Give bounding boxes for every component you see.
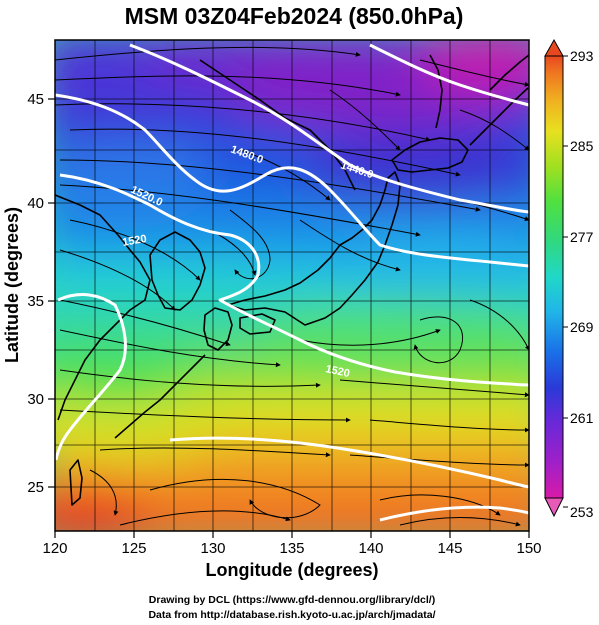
coastline-taiwan: [69, 459, 83, 506]
streamline: [229, 209, 271, 280]
credit-drawing: Drawing by DCL (https://www.gfd-dennou.o…: [149, 594, 435, 606]
streamline: [399, 517, 521, 527]
coastline-kyushu: [203, 307, 233, 351]
streamline: [69, 219, 201, 281]
streamline: [419, 59, 529, 87]
coastline-sakhalin: [429, 54, 443, 129]
colorbar-top-triangle: [544, 38, 564, 57]
streamline: [59, 299, 231, 347]
streamline: [339, 379, 529, 398]
y-tick-label: 45: [27, 91, 44, 108]
colorbar-tick-label: 253: [570, 504, 594, 520]
colorbar: 293 285 277 269 261 253: [544, 38, 594, 520]
grid-lines: [55, 40, 529, 531]
streamline: [99, 447, 331, 458]
x-tick-label: 120: [42, 540, 67, 557]
streamline: [349, 454, 529, 468]
streamline: [55, 75, 401, 97]
streamline: [369, 419, 529, 433]
streamline: [89, 469, 119, 516]
streamline: [59, 249, 176, 311]
streamline: [59, 329, 281, 368]
colorbar-tick-label: 277: [570, 229, 594, 245]
plot-area: 1440.0 1480.0 1520.0 1520 1520: [55, 40, 529, 531]
streamline: [59, 409, 351, 423]
chart-title: MSM 03Z04Feb2024 (850.0hPa): [125, 3, 464, 29]
axis-ticks: [48, 98, 530, 538]
x-tick-labels: 120 125 130 135 140 145 150: [42, 540, 541, 557]
height-contours: [55, 43, 529, 522]
coastline-honshu: [227, 171, 401, 326]
contour-label-1520c: 1520: [324, 363, 350, 380]
contour-1440: [129, 43, 529, 214]
contour-1520: [59, 173, 529, 387]
x-tick-label: 145: [437, 540, 462, 557]
x-tick-label: 150: [516, 540, 541, 557]
colorbar-body: [544, 55, 564, 499]
contour-1600: [379, 505, 529, 522]
contour-1400: [369, 43, 529, 107]
contour-label-1520b: 1520: [121, 233, 147, 249]
streamline: [379, 494, 501, 516]
streamline: [299, 329, 441, 346]
y-tick-labels: 45 40 35 30 25: [27, 91, 44, 496]
colorbar-tick-label: 293: [570, 48, 594, 64]
streamline: [469, 299, 529, 351]
x-tick-label: 135: [279, 540, 304, 557]
contour-1560: [55, 293, 127, 461]
coastline-ryukyu: [114, 354, 206, 439]
coastline-hokkaido: [391, 137, 469, 173]
coastline-russia: [199, 59, 356, 191]
streamline: [299, 219, 401, 272]
y-tick-label: 35: [27, 293, 44, 310]
coastline-china-coast: [55, 194, 151, 421]
streamline: [69, 128, 461, 177]
y-tick-label: 30: [27, 391, 44, 408]
y-tick-label: 25: [27, 479, 44, 496]
x-tick-label: 140: [358, 540, 383, 557]
colorbar-tick-label: 285: [570, 138, 594, 154]
credit-data: Data from http://database.rish.kyoto-u.a…: [148, 609, 435, 621]
streamline: [329, 89, 401, 151]
streamline: [119, 510, 291, 526]
colorbar-tick-label: 261: [570, 410, 594, 426]
colorbar-tick-label: 269: [570, 319, 594, 335]
contour-1480: [55, 93, 529, 268]
coastline-kamchatka: [489, 54, 529, 91]
contour-1560b: [169, 436, 529, 489]
colorbar-bottom-triangle: [544, 497, 564, 518]
streamline: [59, 369, 321, 388]
streamline: [55, 46, 361, 61]
streamline: [59, 159, 481, 212]
streamline: [413, 316, 464, 364]
coastline-shikoku: [239, 313, 276, 335]
y-axis-label: Latitude (degrees): [2, 207, 22, 363]
x-tick-label: 125: [121, 540, 146, 557]
coastline-kurils: [469, 87, 529, 146]
y-tick-label: 40: [27, 195, 44, 212]
x-tick-label: 130: [200, 540, 225, 557]
wind-streamlines: [55, 46, 529, 527]
x-axis-label: Longitude (degrees): [205, 560, 378, 580]
streamline: [459, 109, 529, 151]
